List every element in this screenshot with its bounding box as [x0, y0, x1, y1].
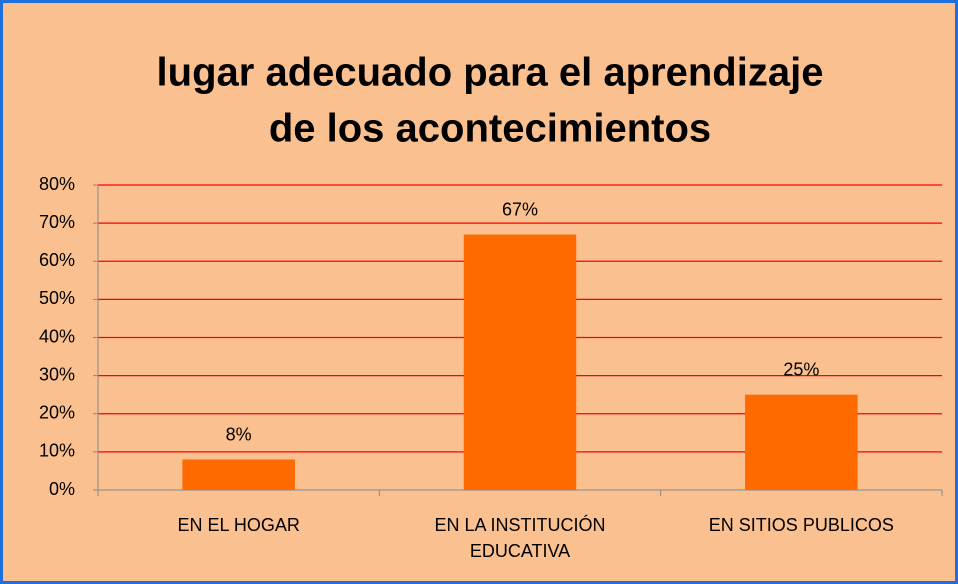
- y-tick-label: 40%: [39, 326, 75, 346]
- y-tick-label: 70%: [39, 212, 75, 232]
- chart-title: lugar adecuado para el aprendizaje: [157, 51, 824, 95]
- data-label: 67%: [502, 199, 538, 219]
- x-tick-label: EN SITIOS PUBLICOS: [708, 515, 894, 535]
- y-tick-label: 20%: [39, 403, 75, 423]
- y-tick-label: 0%: [49, 479, 75, 499]
- chart-title: de los acontecimientos: [269, 107, 711, 151]
- data-label: 25%: [783, 359, 819, 379]
- data-label: 8%: [226, 424, 252, 444]
- y-tick-label: 60%: [39, 250, 75, 270]
- bar: [182, 459, 295, 490]
- x-tick-label: EN EL HOGAR: [177, 515, 300, 535]
- bar: [745, 394, 858, 490]
- y-tick-label: 50%: [39, 288, 75, 308]
- y-tick-label: 80%: [39, 174, 75, 194]
- y-tick-label: 30%: [39, 364, 75, 384]
- bar: [463, 234, 577, 490]
- chart: lugar adecuado para el aprendizaje de los…: [39, 51, 943, 499]
- x-tick-label: EN LA INSTITUCIÓN EDUCATIVA: [434, 515, 606, 561]
- y-tick-label: 10%: [39, 441, 75, 461]
